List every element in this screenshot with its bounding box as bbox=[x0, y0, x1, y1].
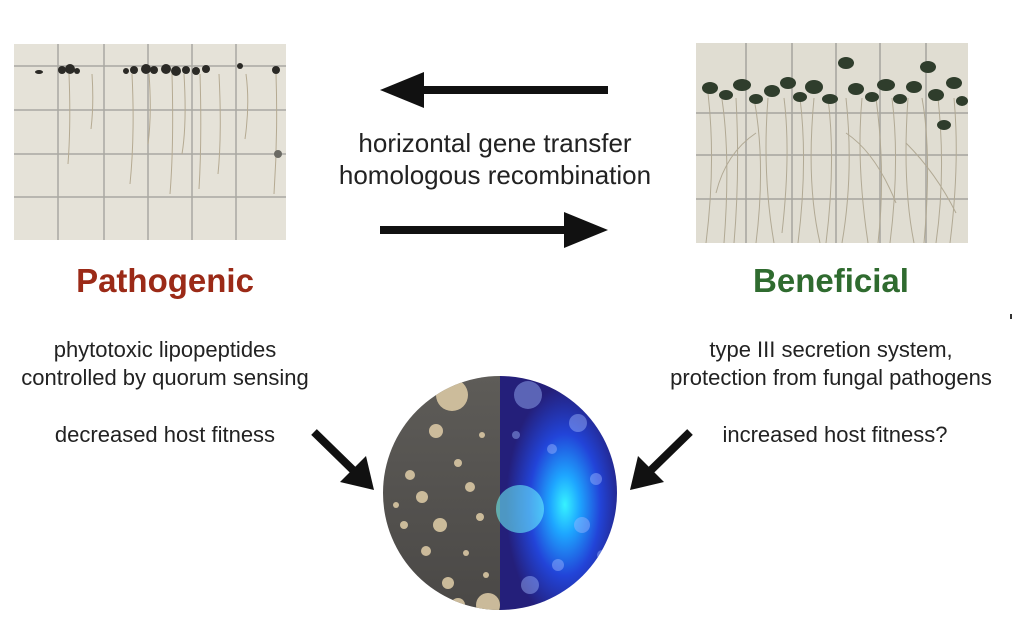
arrow-right-icon bbox=[378, 212, 608, 248]
center-line-2: homologous recombination bbox=[338, 160, 652, 190]
beneficial-title: Beneficial bbox=[753, 262, 909, 299]
beneficial-description: type III secretion system, protection fr… bbox=[648, 336, 1014, 392]
arrow-down-right-icon bbox=[310, 428, 376, 492]
beneficial-desc-line-2: protection from fungal pathogens bbox=[670, 365, 992, 390]
arrow-left-icon bbox=[380, 72, 610, 108]
beneficial-fitness: increased host fitness? bbox=[722, 422, 948, 447]
edge-mark bbox=[1010, 314, 1012, 319]
pathogenic-description: phytotoxic lipopeptides controlled by qu… bbox=[0, 336, 330, 392]
pathogenic-plate-image bbox=[14, 44, 286, 240]
bacterial-colonies-image bbox=[382, 375, 618, 611]
pathogenic-title: Pathogenic bbox=[76, 262, 254, 299]
beneficial-desc-line-1: type III secretion system, bbox=[709, 337, 953, 362]
pathogenic-fitness: decreased host fitness bbox=[54, 422, 276, 447]
center-caption: horizontal gene transfer homologous reco… bbox=[330, 127, 660, 191]
pathogenic-desc-line-1: phytotoxic lipopeptides bbox=[53, 337, 277, 362]
pathogenic-desc-line-2: controlled by quorum sensing bbox=[21, 365, 309, 390]
center-line-1: horizontal gene transfer bbox=[358, 128, 632, 158]
beneficial-plate-image bbox=[696, 43, 968, 243]
arrow-down-left-icon bbox=[628, 428, 694, 492]
